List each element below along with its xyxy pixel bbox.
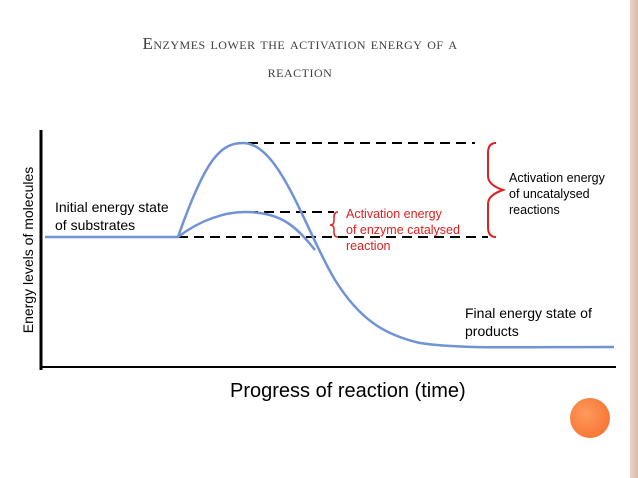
title-line-1: Enzymes lower the activation energy of a xyxy=(142,34,458,53)
initial-state-label: Initial energy state of substrates xyxy=(55,199,169,233)
uncatalysed-curve xyxy=(45,141,615,349)
y-axis-label: Energy levels of molecules xyxy=(20,166,36,334)
uncatalysed-brace xyxy=(487,142,507,238)
enzyme-brace xyxy=(329,211,339,238)
final-state-label: Final energy state of products xyxy=(465,305,592,339)
catalysed-curve xyxy=(177,210,316,251)
slide-border xyxy=(630,0,638,478)
decorative-orange-circle xyxy=(570,398,610,438)
title-line-2: reaction xyxy=(267,62,333,81)
x-axis-label: Progress of reaction (time) xyxy=(230,380,466,402)
slide-title: Enzymes lower the activation energy of a… xyxy=(40,30,560,86)
enzyme-activation-label: Activation energy of enzyme catalysed re… xyxy=(346,207,460,253)
uncatalysed-activation-label: Activation energy of uncatalysed reactio… xyxy=(509,171,605,217)
